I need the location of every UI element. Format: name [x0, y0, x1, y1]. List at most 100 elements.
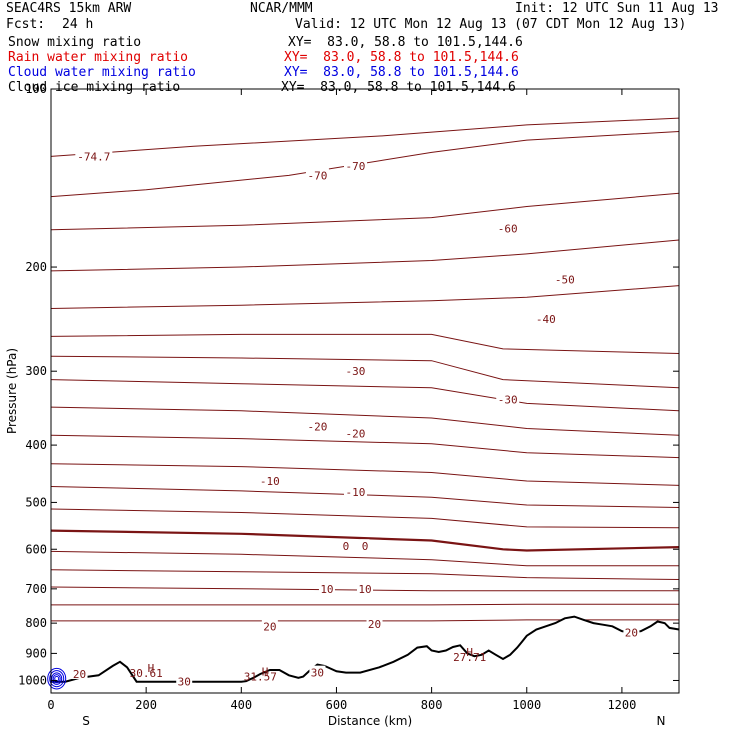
contour-label-bg — [305, 419, 329, 432]
contour-label: -40 — [536, 313, 556, 326]
cloud-water-ring-1 — [49, 670, 65, 688]
contour-label-bg — [496, 392, 520, 405]
y-tick-label: 900 — [25, 646, 47, 660]
contour-label: 20 — [368, 618, 381, 631]
contour-label-bg — [71, 666, 88, 679]
contour-label-bg — [496, 221, 520, 234]
contour-label-bg — [176, 674, 193, 687]
axes: 0 200 400 600 800 1000 12001002003004005006007… — [18, 82, 679, 712]
x-tick-label: 800 — [421, 698, 443, 712]
legend-cloud-ice-xy: XY= 83.0, 58.8 to 101.5,144.6 — [281, 80, 516, 95]
contour-label: -50 — [555, 274, 575, 287]
contour-label-bg — [309, 665, 326, 678]
contour-label-bg — [553, 272, 577, 285]
isotherm-line-2p5 — [50, 550, 679, 567]
valid-time: Valid: 12 UTC Mon 12 Aug 13 (07 CDT Mon … — [295, 17, 687, 32]
contour-label-bg — [343, 364, 367, 377]
isotherm-line-m10 — [50, 463, 680, 486]
contour-label: -30 — [346, 365, 366, 378]
x-end-label-south: S — [82, 714, 90, 728]
x-tick-label: 400 — [230, 698, 252, 712]
isotherm-line-5 — [50, 569, 680, 580]
y-tick-label: 700 — [25, 582, 47, 596]
legend-cloud-water-label: Cloud water mixing ratio — [8, 65, 196, 80]
contour-label: -20 — [346, 427, 366, 440]
contour-label: -60 — [498, 222, 518, 235]
y-axis-title: Pressure (hPa) — [5, 348, 19, 434]
legend-snow-xy: XY= 83.0, 58.8 to 101.5,144.6 — [288, 35, 523, 50]
isotherm-line-15 — [51, 603, 679, 606]
isotherm-line-0 — [50, 529, 680, 552]
forecast-hours: 24 h — [62, 17, 94, 32]
isotherm-contours — [50, 117, 680, 622]
legend-snow-label: Snow mixing ratio — [8, 35, 142, 50]
contour-label-bg — [623, 625, 640, 638]
contour-label: -74.7 — [77, 150, 110, 163]
isotherm-line-m5 — [50, 486, 680, 508]
terrain-mask — [51, 616, 679, 693]
contour-label-bg — [75, 149, 113, 162]
contour-label: 30 — [311, 667, 324, 680]
contour-label-bg — [360, 539, 370, 552]
contour-label: -10 — [260, 475, 280, 488]
contour-label-bg — [305, 168, 329, 181]
isotherm-line-m15 — [50, 434, 680, 459]
isotherm-line-m40 — [50, 285, 680, 309]
y-tick-label: 300 — [25, 364, 47, 378]
contour-label-bg — [343, 426, 367, 439]
x-tick-label: 600 — [326, 698, 348, 712]
x-axis-title: Distance (km) — [328, 714, 412, 728]
isotherm-line-m2p5 — [50, 508, 680, 529]
contour-labels: -74.7 -70 -70 -60 -50 -40 -30 -30 -20 -20 -10 -10 0 0… — [71, 149, 640, 689]
legend-cloud-ice-label: Cloud ice mixing ratio — [8, 80, 181, 95]
plot-frame — [50, 88, 680, 694]
contour-label-bg — [357, 581, 373, 594]
y-tick-label: 100 — [25, 82, 47, 96]
contour-label: 20 — [263, 620, 276, 633]
isotherm-line-m60 — [50, 192, 680, 231]
contour-label-bg — [343, 484, 367, 497]
isotherm-line-m50 — [50, 239, 680, 272]
contour-label-bg — [341, 539, 351, 552]
high-value: 30.61 — [130, 667, 163, 680]
y-tick-label: 800 — [25, 616, 47, 630]
contour-label-bg — [261, 619, 278, 632]
legend-rain-label: Rain water mixing ratio — [8, 50, 189, 65]
org-label: NCAR/MMM — [250, 1, 313, 16]
x-end-label-north: N — [657, 714, 666, 728]
contour-label: 20 — [73, 668, 86, 681]
x-tick-label: 200 — [135, 698, 157, 712]
legend-rain-xy: XY= 83.0, 58.8 to 101.5,144.6 — [284, 50, 519, 65]
contour-label: -30 — [498, 394, 518, 407]
contour-label-bg — [318, 581, 335, 594]
x-tick-label: 1200 — [607, 698, 636, 712]
contour-label-bg — [366, 617, 383, 630]
x-tick-label: 1000 — [512, 698, 541, 712]
contour-label-bg — [534, 312, 558, 325]
isotherm-line-m20 — [50, 406, 680, 436]
cloud-water-contours — [47, 667, 67, 690]
y-tick-label: 600 — [25, 542, 47, 556]
contour-label: -70 — [346, 160, 366, 173]
high-value: 27.71 — [453, 651, 486, 664]
high-marker: H — [148, 662, 155, 675]
contour-label: -70 — [307, 169, 327, 182]
high-value: 31.57 — [244, 671, 277, 684]
model-title: SEAC4RS 15km ARW — [6, 1, 132, 16]
high-marker: H — [262, 665, 269, 678]
y-tick-label: 1000 — [18, 673, 47, 687]
x-tick-label: 0 — [47, 698, 54, 712]
high-marker: H — [466, 646, 473, 659]
init-time: Init: 12 UTC Sun 11 Aug 13 — [515, 1, 719, 16]
terrain-profile — [51, 615, 680, 693]
contour-label: 0 — [362, 540, 369, 553]
cloud-water-ring-0 — [47, 667, 67, 690]
terrain-line — [51, 615, 680, 683]
contour-label-bg — [343, 159, 367, 172]
forecast-label: Fcst: — [6, 17, 46, 32]
isotherm-line-m30 — [50, 355, 680, 389]
isotherm-line-m74p7 — [50, 117, 680, 157]
y-tick-label: 400 — [25, 438, 47, 452]
isotherm-line-m35 — [50, 333, 680, 354]
